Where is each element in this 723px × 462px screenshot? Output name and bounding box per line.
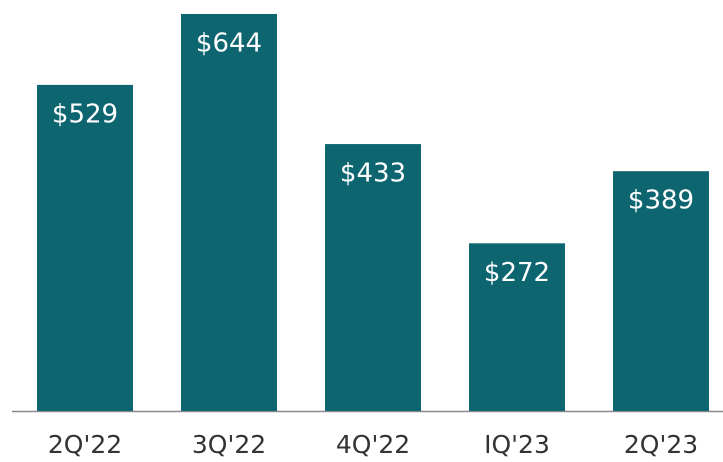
bar bbox=[469, 243, 565, 411]
value-label: $529 bbox=[52, 99, 118, 129]
x-tick-label: 2Q'23 bbox=[624, 430, 698, 459]
x-tick-label: 2Q'22 bbox=[48, 430, 122, 459]
x-tick-label: 4Q'22 bbox=[336, 430, 410, 459]
bar bbox=[613, 171, 709, 411]
bar bbox=[181, 14, 277, 411]
value-label: $389 bbox=[628, 186, 694, 216]
x-tick-label: 3Q'22 bbox=[192, 430, 266, 459]
value-label: $272 bbox=[484, 258, 550, 288]
value-label: $644 bbox=[196, 29, 262, 59]
x-tick-label: IQ'23 bbox=[484, 430, 550, 459]
bar bbox=[325, 144, 421, 411]
value-label: $433 bbox=[340, 159, 406, 189]
bar bbox=[37, 84, 133, 412]
